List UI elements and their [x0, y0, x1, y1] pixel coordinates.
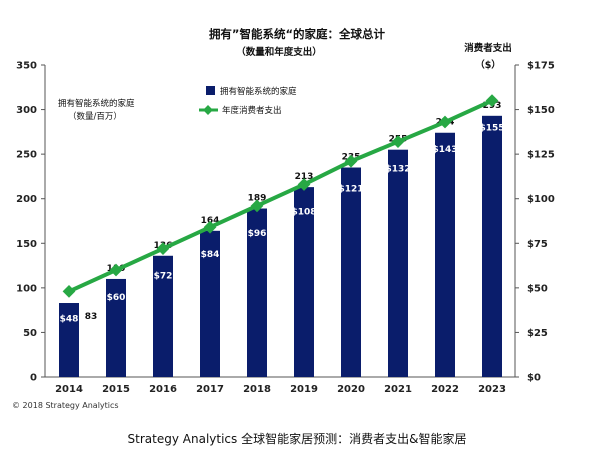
bar: [153, 255, 173, 377]
right-tick-label: $25: [527, 328, 548, 339]
spend-value-label: $108: [291, 207, 316, 217]
right-tick-label: $75: [527, 239, 548, 250]
right-axis-ticks: $0 $25 $50 $75 $100 $125 $150 $175: [515, 61, 555, 384]
spend-marker: [109, 263, 123, 277]
chart-subtitle: （数量和年度支出）: [236, 46, 322, 58]
spend-marker: [344, 154, 358, 168]
left-tick-label: 250: [16, 150, 37, 161]
copyright-text: © 2018 Strategy Analytics: [12, 401, 119, 410]
bar: [388, 149, 408, 377]
spend-value-label: $155: [479, 124, 504, 134]
spend-marker: [203, 220, 217, 234]
right-tick-label: $100: [527, 194, 555, 205]
spend-value-label: $132: [385, 165, 410, 175]
x-axis-tick-labels: 2014 2015 2016 2017 2018 2019 2020 2021 2022 2023: [55, 384, 506, 395]
x-tick-label: 2014: [55, 384, 83, 395]
left-tick-label: 300: [16, 105, 37, 116]
bar: [247, 208, 267, 377]
bar-value-label: 83: [85, 312, 98, 322]
spend-marker: [297, 178, 311, 191]
right-axis-label-line1: 消费者支出: [464, 42, 512, 54]
bar-value-label: 213: [295, 172, 314, 182]
legend: 拥有智能系统的家庭 年度消费者支出: [199, 86, 297, 116]
spend-line: [68, 98, 493, 294]
x-tick-label: 2022: [431, 384, 459, 395]
bar-value-label: 164: [201, 216, 220, 226]
right-tick-label: $0: [527, 373, 541, 384]
spend-line-series: [62, 94, 499, 298]
legend-bar-swatch: [206, 86, 215, 95]
spend-value-label: $143: [432, 145, 457, 155]
x-tick-label: 2020: [337, 384, 365, 395]
spend-marker: [438, 115, 452, 129]
spend-marker: [250, 199, 264, 213]
spend-value-label: $60: [107, 293, 126, 303]
left-tick-label: 0: [30, 373, 37, 384]
spend-marker: [485, 94, 499, 108]
x-tick-label: 2018: [243, 384, 271, 395]
bar: [341, 167, 361, 377]
spend-value-labels: $48 $60 $72 $84 $96 $108 $121 $132 $143 $155: [60, 124, 505, 325]
bar: [200, 230, 220, 377]
bar: [482, 115, 502, 377]
spend-value-label: $48: [60, 314, 79, 324]
bar-series: [59, 115, 502, 377]
left-axis-label-line1: 拥有智能系统的家庭: [58, 98, 135, 109]
spend-marker: [156, 242, 170, 255]
x-tick-label: 2023: [478, 384, 506, 395]
bar: [106, 278, 126, 377]
right-tick-label: $150: [527, 105, 555, 116]
left-axis-ticks: 0 50 100 150 200 250 300 350: [16, 61, 45, 384]
legend-bar-label: 拥有智能系统的家庭: [220, 86, 297, 97]
x-tick-label: 2015: [102, 384, 130, 395]
spend-marker: [62, 285, 76, 298]
legend-line-label: 年度消费者支出: [222, 105, 282, 116]
left-tick-label: 50: [23, 328, 37, 339]
right-axis-label-line2: （$）: [475, 59, 501, 71]
right-tick-label: $175: [527, 61, 555, 72]
chart-title: 拥有”智能系统“的家庭：全球总计: [209, 27, 386, 41]
caption-text: Strategy Analytics 全球智能家居预测：消费者支出&智能家居: [128, 431, 467, 446]
left-axis-label-line2: （数量/百万）: [68, 111, 122, 122]
left-tick-label: 150: [16, 239, 37, 250]
spend-value-label: $84: [201, 250, 220, 260]
bar: [294, 187, 314, 377]
bar: [435, 132, 455, 377]
bar: [59, 303, 79, 377]
left-tick-label: 100: [16, 283, 37, 294]
x-tick-label: 2021: [384, 384, 412, 395]
spend-marker: [391, 135, 405, 149]
left-tick-label: 350: [16, 61, 37, 72]
spend-value-label: $121: [338, 184, 363, 194]
left-tick-label: 200: [16, 194, 37, 205]
x-tick-label: 2019: [290, 384, 318, 395]
legend-line-marker: [203, 105, 213, 115]
bar-value-label: 189: [248, 194, 267, 204]
spend-value-label: $72: [154, 272, 173, 282]
right-tick-label: $50: [527, 283, 548, 294]
spend-value-label: $96: [248, 229, 267, 239]
right-tick-label: $125: [527, 150, 555, 161]
x-tick-label: 2017: [196, 384, 224, 395]
x-tick-label: 2016: [149, 384, 177, 395]
